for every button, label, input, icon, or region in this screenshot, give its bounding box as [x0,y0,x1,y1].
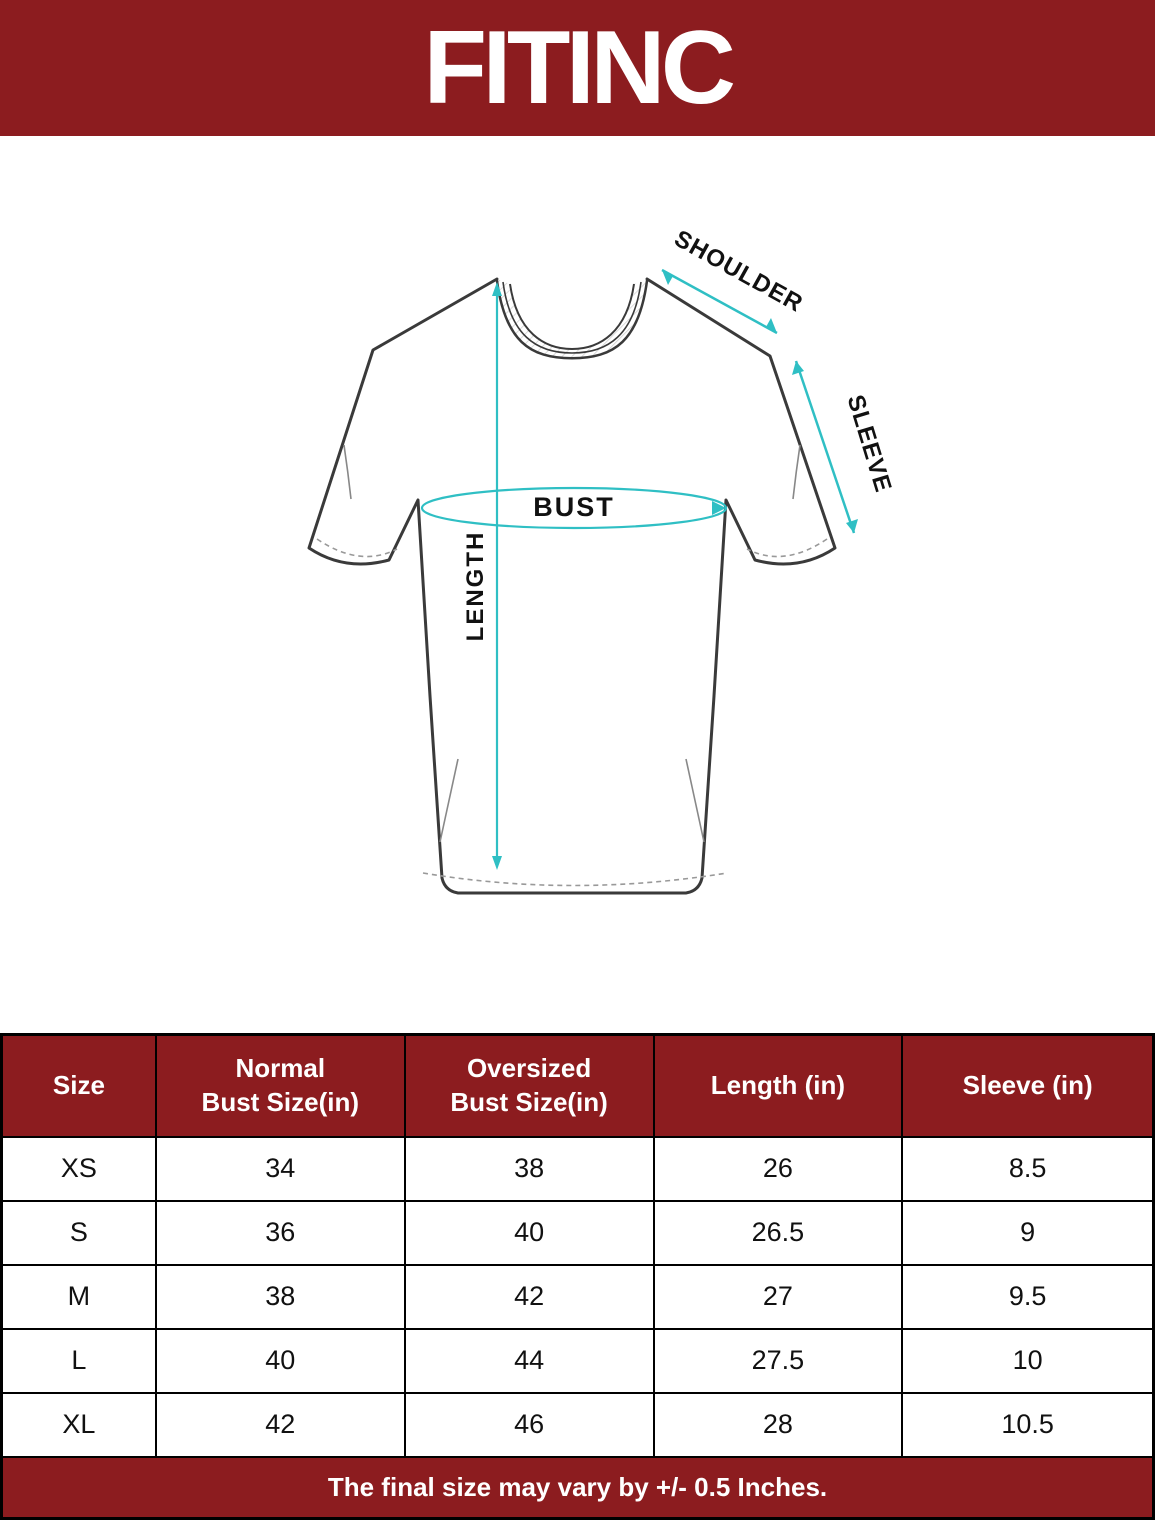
svg-text:LENGTH: LENGTH [462,531,489,642]
svg-text:SLEEVE: SLEEVE [842,392,897,496]
svg-text:SHOULDER: SHOULDER [670,225,808,318]
svg-text:BUST: BUST [533,492,615,522]
